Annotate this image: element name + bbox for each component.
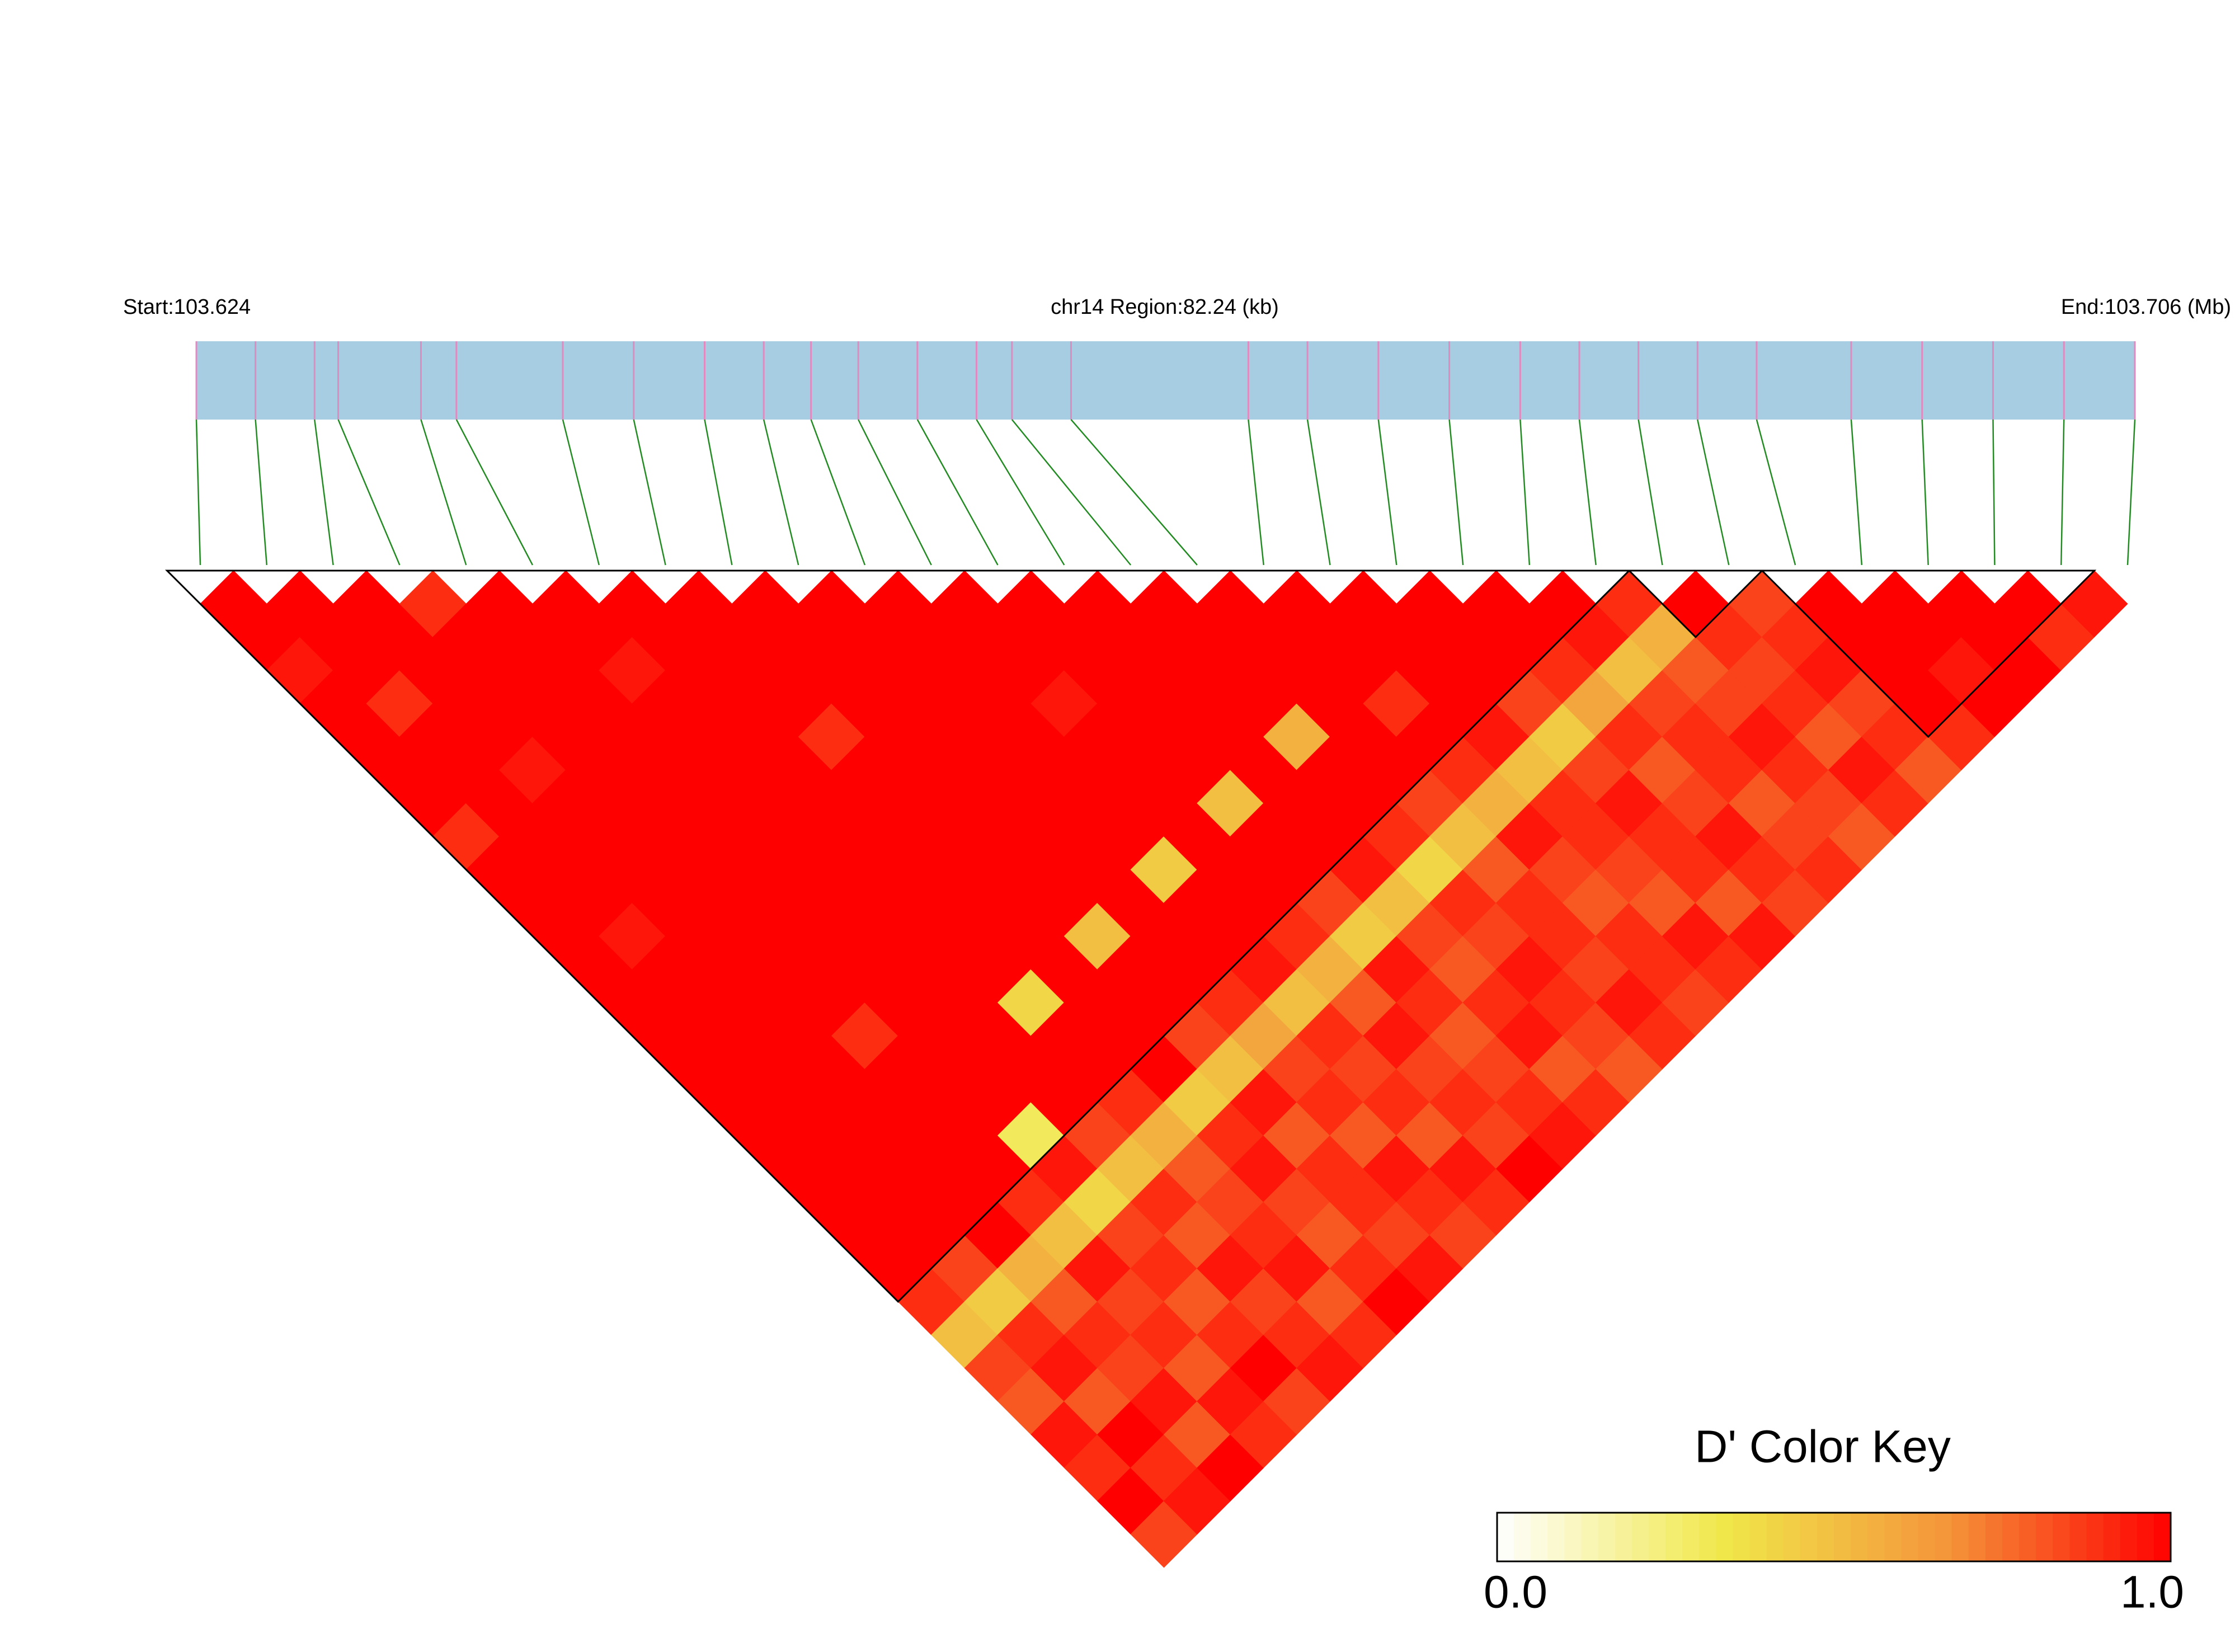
key-tick-label: 1.0 [2120,1567,2184,1618]
snp-connector [1992,419,1996,566]
key-swatch [1682,1513,1700,1561]
ld-block [164,570,1631,1303]
key-swatch [1733,1513,1751,1561]
ld-cell [1097,670,1165,737]
key-swatch [2153,1513,2171,1561]
key-swatch [2137,1513,2154,1561]
snp-connector [2060,419,2065,566]
key-swatch [1851,1513,1868,1561]
ld-cell [1097,1268,1165,1335]
key-swatch [1699,1513,1717,1561]
snp-connector [1519,419,1531,566]
key-tick-label: 0.0 [1484,1567,1547,1618]
key-swatch [1834,1513,1851,1561]
key-swatch [1901,1513,1919,1561]
key-swatch [2103,1513,2121,1561]
snp-bar [196,341,2135,420]
key-swatch [1968,1513,1986,1561]
end-label: End:103.706 (Mb) [2061,295,2231,319]
snp-connector [195,419,201,566]
key-swatch [1817,1513,1834,1561]
snp-connector [1697,419,1730,566]
key-swatch [1918,1513,1936,1561]
key-swatch [1884,1513,1902,1561]
key-swatch [1783,1513,1801,1561]
snp-connector [562,419,600,566]
snp-connector [1756,419,1796,566]
ld-cell [1097,603,1165,671]
snp-connector [763,419,799,566]
snp-connector [1448,419,1464,566]
ld-cell [1097,1467,1165,1535]
snp-connector [1578,419,1597,566]
key-swatch [2053,1513,2071,1561]
key-swatch [1935,1513,1952,1561]
snp-connector [704,419,733,566]
key-swatch [1497,1513,1514,1561]
snp-connector [1921,419,1929,566]
key-swatch [2086,1513,2104,1561]
ld-block [1627,570,1765,638]
key-swatch [1648,1513,1666,1561]
key-swatch [1985,1513,2003,1561]
snp-connector [420,419,467,566]
ld-cell [1097,1401,1165,1469]
key-swatch [1749,1513,1767,1561]
color-key-title: D' Color Key [1695,1422,1951,1472]
key-swatch [1547,1513,1565,1561]
key-swatch [1564,1513,1582,1561]
snp-connector [1248,419,1264,566]
key-swatch [1581,1513,1599,1561]
snp-connector [1011,419,1132,566]
key-swatch [1951,1513,1969,1561]
key-swatch [1716,1513,1734,1561]
key-swatch [1531,1513,1549,1561]
ld-cell [1097,1135,1165,1203]
key-swatch [1615,1513,1632,1561]
snp-connector [1638,419,1663,566]
snp-connector [455,419,534,566]
key-swatch [1665,1513,1683,1561]
ld-block [1760,570,2097,738]
snp-connector [976,419,1065,566]
snp-connector [858,419,932,566]
key-swatch [1514,1513,1531,1561]
key-swatch [1598,1513,1616,1561]
region-label: chr14 Region:82.24 (kb) [1051,295,1279,319]
key-swatch [2019,1513,2036,1561]
snp-connector [1070,419,1198,566]
snp-connector [810,419,866,566]
key-swatch [2002,1513,2020,1561]
snp-connector [2126,419,2136,566]
snp-connector [314,419,334,566]
key-swatch [1867,1513,1885,1561]
start-label: Start:103.624 [123,295,251,319]
snp-connector [1306,419,1331,566]
snp-connector [916,419,999,566]
snp-connector [337,419,401,566]
key-swatch [1800,1513,1818,1561]
key-swatch [2036,1513,2054,1561]
key-swatch [2120,1513,2138,1561]
snp-connector [255,419,268,566]
snp-connector [633,419,666,566]
key-swatch [1766,1513,1784,1561]
snp-connector [1850,419,1863,566]
key-swatch [1631,1513,1649,1561]
key-frame [1496,1512,2172,1562]
key-swatch [2069,1513,2087,1561]
snp-connector [1377,419,1398,566]
